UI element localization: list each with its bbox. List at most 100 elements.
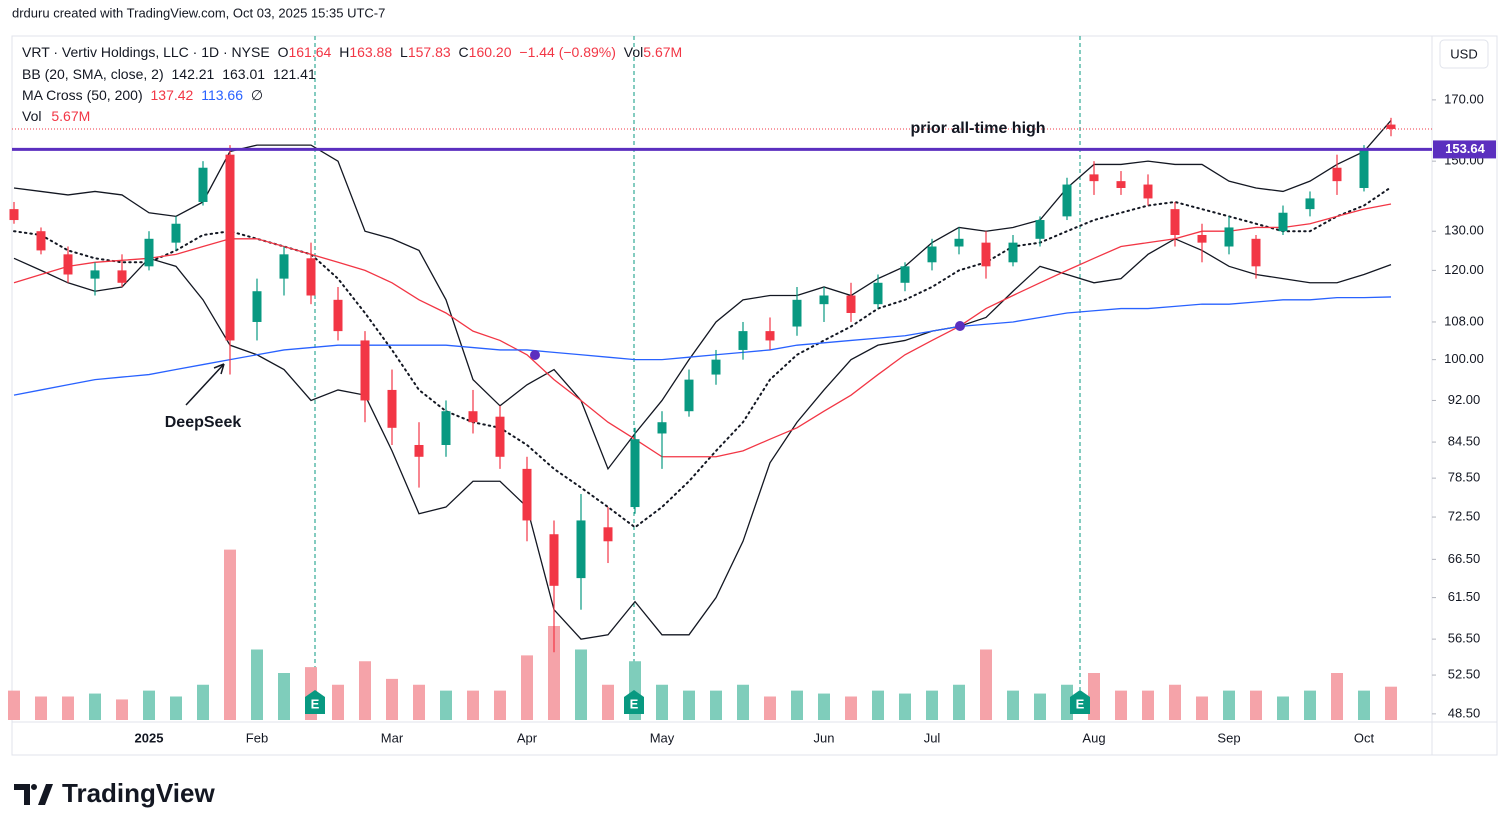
y-tick-label: 66.50 — [1448, 551, 1481, 566]
candle-body — [279, 254, 289, 279]
arrow — [185, 363, 225, 406]
candle-body — [225, 154, 235, 341]
candle-body — [1386, 124, 1396, 129]
candle-body — [360, 340, 370, 401]
candle-body — [684, 379, 694, 412]
volume-bar — [35, 696, 47, 720]
y-tick-label: 84.50 — [1448, 434, 1481, 449]
candle-body — [1251, 238, 1261, 267]
candle-body — [1116, 181, 1126, 188]
candle-body — [873, 282, 883, 305]
candle-body — [576, 520, 586, 579]
volume-bar — [170, 696, 182, 720]
volume-bar — [548, 626, 560, 720]
volume-bar — [872, 690, 884, 720]
change: −1.44 (−0.89%) — [519, 44, 616, 60]
volume-bar — [683, 690, 695, 720]
earnings-badge[interactable]: E — [305, 690, 325, 714]
volume-bar — [143, 690, 155, 720]
currency[interactable]: USD — [1450, 46, 1477, 61]
candle-body — [1332, 167, 1342, 182]
symbol: VRT · Vertiv Holdings, LLC · 1D · NYSE — [22, 44, 270, 60]
currency-button[interactable] — [1439, 39, 1489, 69]
credit: drduru created with TradingView.com, Oct… — [12, 5, 385, 20]
candle-body — [1089, 174, 1099, 182]
y-tick-label: 170.00 — [1444, 91, 1484, 106]
bb-value: 121.41 — [273, 66, 316, 82]
y-tick-label: 78.50 — [1448, 470, 1481, 485]
volume-bar — [494, 690, 506, 720]
vol-value: 5.67M — [51, 108, 90, 124]
volume-bar — [386, 678, 398, 720]
ohlc-key: O — [278, 44, 289, 60]
volume-bar — [1304, 690, 1316, 720]
level-label: 153.64 — [1445, 141, 1486, 156]
volume-bar — [1385, 686, 1397, 720]
candle-body — [738, 331, 748, 350]
ma-legend: MA Cross (50, 200) 137.42 113.66 ∅ — [22, 87, 263, 103]
x-tick-label: Jul — [924, 730, 941, 745]
x-tick-label: Feb — [246, 730, 268, 745]
candle-body — [1359, 148, 1369, 188]
candle-body — [1224, 227, 1234, 247]
x-tick-label: Apr — [517, 730, 538, 745]
ma-value: 113.66 — [201, 87, 243, 103]
volume-bar — [278, 673, 290, 720]
candle-body — [495, 416, 505, 457]
candle-body — [900, 266, 910, 283]
candle-body — [1035, 220, 1045, 239]
candle-body — [198, 167, 208, 202]
candle-body — [117, 270, 127, 283]
volume-bar — [980, 649, 992, 720]
candle-body — [603, 527, 613, 542]
volume-bar — [1331, 673, 1343, 720]
volume-bar — [764, 696, 776, 720]
volume-bar — [818, 693, 830, 720]
event-label[interactable]: E — [630, 696, 639, 711]
frame — [11, 35, 1498, 756]
volume-bar — [899, 693, 911, 720]
event-label[interactable]: E — [311, 696, 320, 711]
decorations: DeepSeek prior all-time high E E E — [165, 120, 1090, 714]
volume-bar — [575, 649, 587, 720]
candle-body — [306, 258, 316, 296]
x-tick-label: Aug — [1082, 730, 1105, 745]
candle-body — [1197, 234, 1207, 243]
earnings-badge[interactable]: E — [1070, 690, 1090, 714]
candle-body — [333, 299, 343, 332]
candle-body — [1305, 198, 1315, 210]
volume-bar — [467, 690, 479, 720]
volume-bar — [1358, 690, 1370, 720]
volume-bar — [251, 649, 263, 720]
vol-key: Vol — [624, 44, 643, 60]
logo: TradingView — [14, 778, 215, 808]
candle-body — [549, 534, 559, 586]
annotation: prior all-time high — [910, 120, 1045, 137]
indicator-line — [13, 203, 1392, 458]
indicator-line — [13, 186, 1392, 529]
candle-body — [765, 331, 775, 341]
annotation: DeepSeek — [165, 414, 242, 431]
volume-bar — [737, 684, 749, 720]
candle-body — [927, 246, 937, 263]
indicator-line — [13, 238, 1392, 640]
volume-bar — [521, 655, 533, 720]
volume-bar — [89, 693, 101, 720]
candle-body — [171, 223, 181, 243]
y-tick-label: 56.50 — [1448, 631, 1481, 646]
candle-body — [252, 291, 262, 322]
ohlc-key: C — [459, 44, 469, 60]
volume-bar — [1007, 690, 1019, 720]
ohlc-key: H — [339, 44, 349, 60]
candle-body — [144, 238, 154, 267]
volume-bar — [116, 699, 128, 720]
indicator-line — [13, 296, 1392, 396]
volume-bar — [1223, 690, 1235, 720]
volume-bar — [62, 696, 74, 720]
candle-body — [981, 242, 991, 267]
volume-bar — [710, 690, 722, 720]
volume-bar — [845, 696, 857, 720]
volume-bar — [1115, 690, 1127, 720]
earnings-badge[interactable]: E — [624, 690, 644, 714]
event-label[interactable]: E — [1076, 696, 1085, 711]
